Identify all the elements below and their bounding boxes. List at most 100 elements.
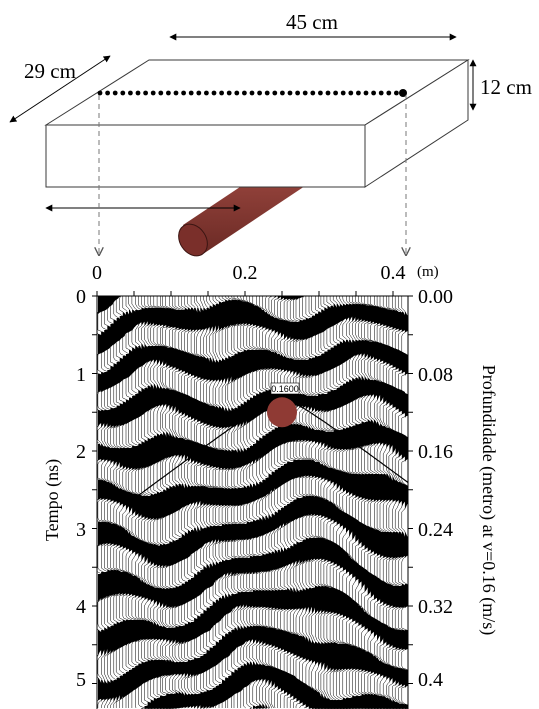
survey-dot: [394, 90, 399, 96]
survey-dot: [158, 90, 164, 96]
survey-dot: [211, 90, 217, 96]
trace-fill: [215, 304, 228, 706]
tick-marks: [92, 291, 413, 684]
trace-fill: [271, 296, 283, 709]
left-tick-label: 2: [76, 441, 86, 463]
right-tick-label: 0.00: [418, 286, 453, 308]
trace-fill: [194, 308, 207, 709]
top-tick-label: 0: [92, 262, 102, 284]
survey-dot: [150, 90, 156, 96]
right-tick-label: 0.32: [418, 596, 453, 618]
width-dimension-arrow: [9, 55, 111, 123]
survey-dot: [318, 90, 323, 96]
survey-dot: [181, 90, 187, 96]
wiggle-trace: [342, 296, 360, 709]
wiggle-trace: [352, 296, 369, 709]
trace-fill: [262, 310, 275, 709]
survey-dot: [112, 90, 118, 96]
survey-dot: [120, 90, 126, 96]
survey-dot: [378, 90, 384, 96]
target-marker: [267, 397, 297, 428]
trace-fill: [305, 318, 319, 708]
survey-dot: [242, 90, 247, 96]
wiggle-trace: [361, 296, 379, 709]
survey-dot: [127, 90, 133, 96]
left-tick-label: 1: [76, 364, 86, 386]
survey-dot: [333, 90, 338, 96]
sandbox-schematic: 45 cm 29 cm 12 cm: [9, 10, 532, 257]
sandbox-box: [44, 59, 470, 188]
trace-fill: [395, 310, 408, 709]
wiggle-trace: [339, 296, 357, 709]
wiggle-trace: [346, 296, 361, 709]
survey-dot: [173, 90, 179, 96]
top-axis-unit: (m): [417, 264, 439, 280]
wiggle-trace: [374, 296, 389, 709]
survey-dot: [249, 90, 255, 96]
survey-dot: [143, 90, 149, 96]
survey-dot: [325, 90, 331, 96]
left-tick-label: 3: [76, 519, 86, 541]
wiggle-trace: [370, 296, 389, 709]
survey-dot: [386, 90, 392, 96]
survey-dot: [348, 90, 354, 96]
survey-dot: [363, 90, 369, 96]
survey-dot: [97, 90, 103, 96]
top-axis: 0 0.2 0.4 (m): [92, 262, 439, 284]
survey-dot: [302, 90, 308, 96]
survey-line-end-marker: [399, 89, 407, 97]
survey-dot: [295, 90, 300, 96]
survey-dot: [226, 90, 232, 96]
left-tick-label: 0: [76, 286, 86, 308]
left-axis: 0 1 2 3 4 5 Tempo (ns): [42, 286, 86, 691]
survey-dot: [219, 90, 225, 96]
right-tick-label: 0.24: [418, 519, 453, 541]
wiggle-trace: [367, 296, 384, 709]
wiggle-trace: [348, 296, 365, 709]
hyperbola-velocity-text: 0.1600: [271, 384, 299, 394]
trace-fill: [259, 308, 271, 709]
trace-fill: [349, 304, 361, 709]
radargram: 0 0.2 0.4 (m) 0 1 2 3 4 5 Tempo (ns) 0.0…: [42, 262, 499, 709]
survey-dot: [310, 90, 316, 96]
right-tick-label: 0.16: [418, 441, 453, 463]
length-dimension-label: 45 cm: [286, 10, 338, 34]
survey-dot: [272, 90, 278, 96]
survey-dot: [280, 90, 285, 96]
survey-dot: [264, 90, 270, 96]
trace-fill: [197, 308, 209, 709]
right-axis-title: Profundidade (metro) at v=0.16 (m/s): [478, 365, 499, 636]
survey-dot: [188, 90, 194, 96]
survey-dot: [257, 90, 262, 96]
wiggle-trace: [376, 296, 393, 709]
trace-fill: [181, 310, 194, 708]
width-dimension-label: 29 cm: [24, 59, 76, 83]
wiggle-trace: [355, 296, 371, 709]
wiggle-trace: [329, 296, 349, 709]
height-dimension-label: 12 cm: [480, 75, 532, 99]
right-tick-label: 0.4: [418, 669, 443, 691]
wiggle-trace: [336, 296, 354, 709]
trace-fill: [398, 312, 408, 709]
survey-dot: [287, 90, 293, 96]
survey-dot: [135, 90, 141, 96]
right-axis: 0.00 0.08 0.16 0.24 0.32 0.4 Profundidad…: [418, 286, 499, 691]
survey-dot: [234, 90, 240, 96]
survey-dot: [204, 90, 209, 96]
survey-dot: [371, 90, 376, 96]
trace-fill: [404, 312, 408, 709]
survey-dot: [105, 90, 110, 96]
wiggle-trace: [398, 296, 408, 707]
top-tick-label: 0.4: [381, 262, 406, 284]
trace-fill: [308, 318, 321, 709]
right-tick-label: 0.08: [418, 364, 453, 386]
left-tick-label: 5: [76, 669, 86, 691]
radargram-traces: [97, 296, 408, 709]
left-tick-label: 4: [76, 596, 86, 618]
top-tick-label: 0.2: [233, 262, 258, 284]
survey-dot: [340, 90, 346, 96]
wiggle-trace: [364, 296, 382, 709]
survey-dot: [166, 90, 171, 96]
survey-dot: [196, 90, 202, 96]
